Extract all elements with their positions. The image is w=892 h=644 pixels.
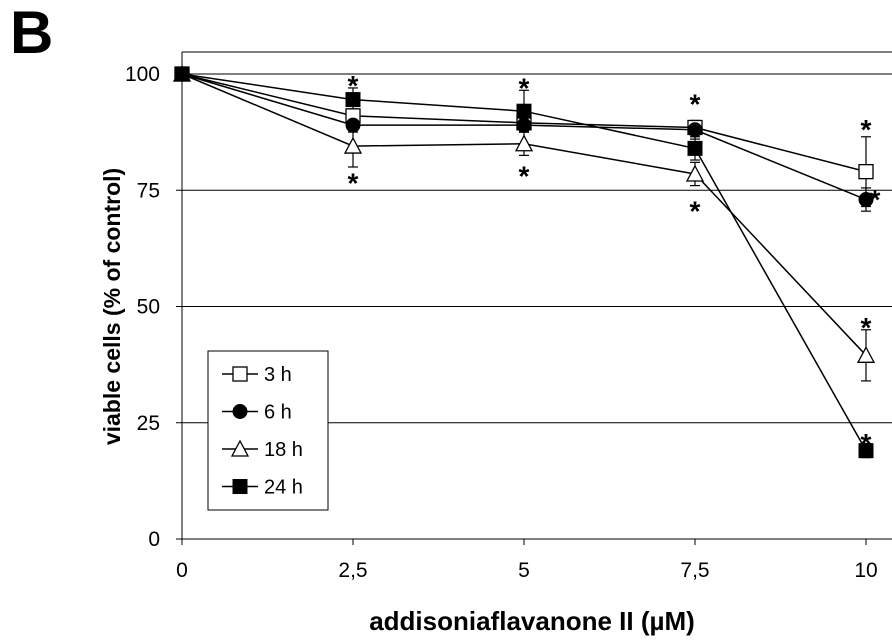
x-tick-label: 0 [176,559,188,582]
x-tick-label: 5 [518,559,530,582]
data-point-6h [858,192,874,208]
data-point-6h [345,117,361,133]
significance-asterisk: * [348,168,359,199]
significance-asterisk: * [869,184,880,215]
legend-marker [232,404,248,419]
legend-marker [232,479,248,494]
data-point-18h [856,345,876,363]
y-tick-label: 0 [148,528,160,551]
y-tick-label: 25 [137,412,160,435]
significance-asterisk: * [861,312,872,343]
y-tick-label: 50 [137,296,160,319]
x-tick-label: 2,5 [338,559,367,582]
data-point-24h [687,140,703,156]
data-point-6h [516,117,532,133]
legend-label: 6 h [264,402,292,424]
legend [207,350,329,511]
significance-asterisk: * [348,70,359,101]
significance-asterisk: * [690,196,701,227]
legend-label: 24 h [264,477,303,499]
data-point-24h [858,443,874,459]
y-tick-label: 75 [137,179,160,202]
data-point-18h [514,134,534,152]
y-tick-label: 100 [125,63,160,86]
data-point-24h [174,66,190,82]
x-tick-label: 10 [854,559,877,582]
data-point-18h [685,164,705,182]
panel-label: B [10,0,54,66]
x-tick-label: 7,5 [680,559,709,582]
significance-asterisk: * [861,114,872,145]
significance-asterisk: * [861,428,872,459]
data-point-24h [516,103,532,119]
significance-asterisk: * [519,72,530,103]
significance-asterisk: * [690,89,701,120]
data-point-18h [343,136,363,154]
legend-marker [232,366,248,382]
data-point-3h [858,163,874,180]
legend-label: 3 h [264,364,292,386]
x-axis-label: addisoniaflavanone II (µM) [369,606,695,636]
legend-marker [230,439,250,457]
significance-asterisk: * [519,161,530,192]
data-point-24h [345,92,361,108]
y-axis-label: viable cells (% of control) [99,168,125,445]
legend-label: 18 h [264,439,303,461]
data-point-6h [687,122,703,138]
